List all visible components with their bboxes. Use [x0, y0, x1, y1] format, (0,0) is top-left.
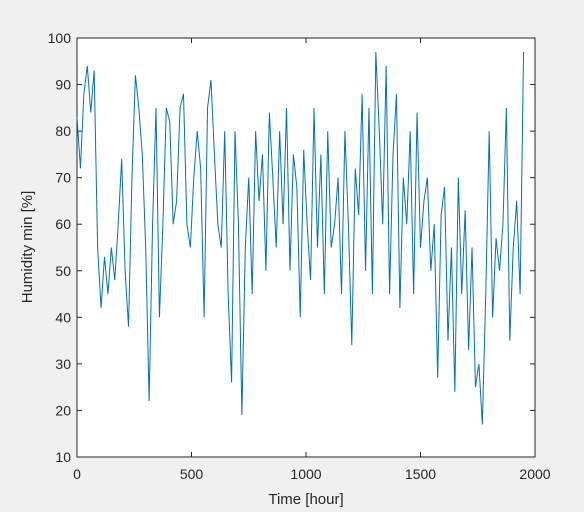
y-tick-label: 20: [55, 402, 71, 418]
y-axis-label: Humidity min [%]: [19, 191, 36, 304]
y-tick-label: 100: [48, 30, 72, 46]
x-tick-label: 500: [180, 466, 204, 482]
y-tick-label: 50: [55, 263, 71, 279]
y-tick-label: 10: [55, 449, 71, 465]
y-tick-label: 60: [55, 216, 71, 232]
x-tick-label: 1000: [290, 466, 321, 482]
x-tick-label: 1500: [405, 466, 436, 482]
data-line: [76, 51, 525, 425]
x-axis-label: Time [hour]: [268, 491, 343, 508]
x-tick-label: 2000: [519, 466, 550, 482]
y-tick-label: 70: [55, 170, 71, 186]
y-tick-label: 90: [55, 77, 71, 93]
y-tick-label: 30: [55, 356, 71, 372]
plot-area: [76, 37, 536, 458]
x-tick-label: 0: [73, 466, 81, 482]
y-tick-label: 80: [55, 123, 71, 139]
y-tick-label: 40: [55, 309, 71, 325]
